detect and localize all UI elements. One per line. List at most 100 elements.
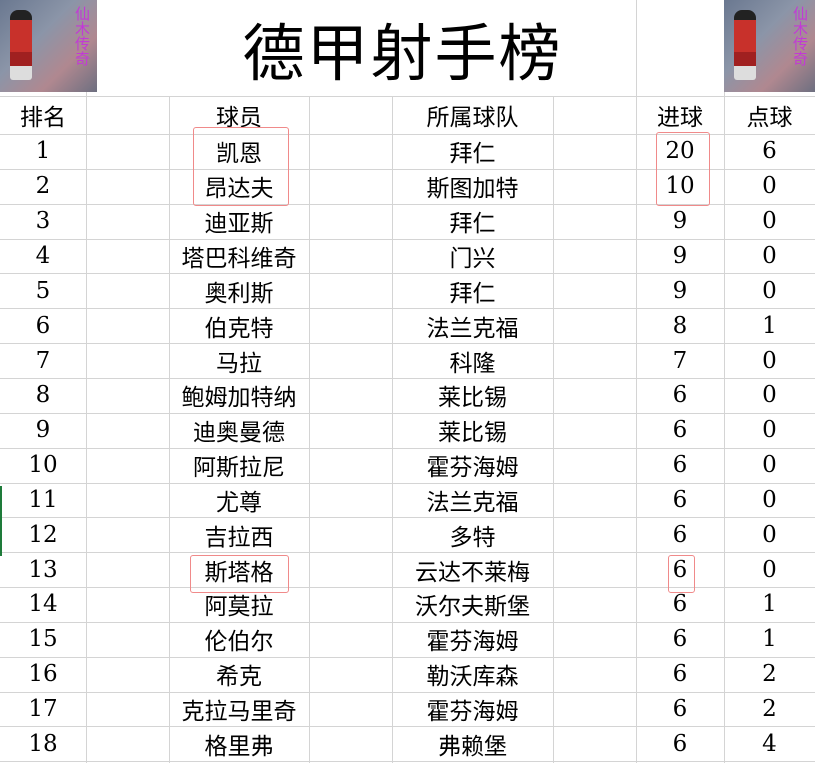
header-team[interactable]: 所属球队 [426, 105, 519, 131]
cell-team[interactable]: 科隆 [449, 350, 496, 377]
cell-penalties[interactable]: 0 [762, 556, 777, 583]
cell-rank[interactable]: 7 [35, 347, 51, 374]
cell-team[interactable]: 霍芬海姆 [426, 699, 519, 726]
table-row: 12 吉拉西 多特 6 0 [0, 517, 815, 552]
cell-penalties[interactable]: 1 [762, 591, 777, 618]
cell-penalties[interactable]: 6 [762, 138, 777, 165]
header-goals[interactable]: 进球 [657, 105, 703, 131]
cell-player[interactable]: 马拉 [216, 350, 262, 377]
cell-player[interactable]: 斯塔格 [204, 559, 274, 586]
cell-penalties[interactable]: 0 [762, 173, 777, 200]
table-row: 6 伯克特 法兰克福 8 1 [0, 308, 815, 343]
cell-player[interactable]: 伦伯尔 [204, 629, 274, 656]
cell-player[interactable]: 昂达夫 [204, 176, 274, 203]
cell-rank[interactable]: 11 [28, 486, 58, 513]
cell-rank[interactable]: 9 [35, 417, 51, 444]
cell-penalties[interactable]: 0 [762, 486, 777, 513]
cell-goals[interactable]: 7 [672, 347, 688, 374]
cell-goals[interactable]: 6 [672, 661, 688, 688]
cell-penalties[interactable]: 0 [762, 417, 777, 444]
cell-penalties[interactable]: 0 [762, 208, 777, 235]
cell-goals[interactable]: 6 [672, 382, 688, 409]
cell-goals[interactable]: 8 [672, 312, 688, 339]
cell-team[interactable]: 霍芬海姆 [426, 455, 519, 482]
cell-goals[interactable]: 10 [665, 173, 695, 200]
cell-team[interactable]: 莱比锡 [438, 420, 507, 447]
cell-rank[interactable]: 17 [28, 696, 58, 723]
cell-goals[interactable]: 9 [672, 277, 688, 304]
cell-rank[interactable]: 4 [35, 242, 51, 269]
cell-penalties[interactable]: 0 [762, 347, 777, 374]
cell-goals[interactable]: 6 [672, 452, 688, 479]
cell-rank[interactable]: 8 [35, 382, 51, 409]
cell-penalties[interactable]: 0 [762, 242, 777, 269]
cell-goals[interactable]: 6 [672, 730, 688, 757]
cell-rank[interactable]: 1 [35, 138, 51, 165]
cell-goals[interactable]: 6 [672, 521, 688, 548]
header-penalties[interactable]: 点球 [746, 105, 793, 131]
cell-rank[interactable]: 12 [28, 521, 58, 548]
cell-goals[interactable]: 9 [672, 208, 688, 235]
cell-team[interactable]: 斯图加特 [426, 176, 519, 203]
cell-rank[interactable]: 14 [28, 591, 58, 618]
cell-penalties[interactable]: 2 [762, 661, 777, 688]
cell-team[interactable]: 门兴 [449, 245, 496, 272]
cell-team[interactable]: 云达不莱梅 [415, 559, 530, 586]
cell-rank[interactable]: 13 [28, 556, 58, 583]
cell-team[interactable]: 沃尔夫斯堡 [415, 594, 530, 621]
cell-team[interactable]: 莱比锡 [438, 385, 507, 412]
cell-rank[interactable]: 18 [28, 730, 58, 757]
cell-player[interactable]: 吉拉西 [204, 524, 274, 551]
cell-goals[interactable]: 6 [672, 626, 688, 653]
cell-goals[interactable]: 20 [665, 138, 695, 165]
cell-player[interactable]: 鲍姆加特纳 [181, 385, 297, 412]
cell-team[interactable]: 勒沃库森 [426, 664, 519, 691]
cell-goals[interactable]: 6 [672, 556, 688, 583]
table-row: 13 斯塔格 云达不莱梅 6 0 [0, 552, 815, 587]
cell-rank[interactable]: 10 [28, 452, 58, 479]
cell-team[interactable]: 法兰克福 [426, 315, 519, 342]
cell-player[interactable]: 迪亚斯 [204, 211, 274, 238]
cell-player[interactable]: 迪奥曼德 [193, 420, 285, 447]
header-player[interactable]: 球员 [216, 105, 262, 131]
cell-player[interactable]: 奥利斯 [204, 280, 274, 307]
cell-rank[interactable]: 16 [28, 661, 58, 688]
cell-player[interactable]: 塔巴科维奇 [181, 245, 297, 272]
cell-team[interactable]: 拜仁 [449, 280, 496, 307]
cell-penalties[interactable]: 0 [762, 521, 777, 548]
cell-player[interactable]: 尤尊 [216, 489, 262, 516]
cell-goals[interactable]: 9 [672, 242, 688, 269]
cell-goals[interactable]: 6 [672, 417, 688, 444]
cell-penalties[interactable]: 2 [762, 696, 777, 723]
cell-team[interactable]: 弗赖堡 [438, 733, 507, 760]
cell-team[interactable]: 拜仁 [449, 141, 496, 168]
cell-rank[interactable]: 2 [35, 173, 51, 200]
cell-penalties[interactable]: 0 [762, 452, 777, 479]
cell-rank[interactable]: 5 [35, 277, 51, 304]
cell-player[interactable]: 克拉马里奇 [181, 699, 297, 726]
cell-player[interactable]: 伯克特 [204, 315, 274, 342]
cell-player[interactable]: 阿莫拉 [204, 594, 274, 621]
cell-player[interactable]: 凯恩 [216, 141, 262, 168]
cell-team[interactable]: 多特 [449, 524, 496, 551]
cell-team[interactable]: 拜仁 [449, 211, 496, 238]
cell-goals[interactable]: 6 [672, 591, 688, 618]
cell-player[interactable]: 格里弗 [204, 733, 274, 760]
gridline [0, 413, 815, 414]
cell-goals[interactable]: 6 [672, 696, 688, 723]
cell-team[interactable]: 霍芬海姆 [426, 629, 519, 656]
cell-penalties[interactable]: 0 [762, 382, 777, 409]
cell-penalties[interactable]: 0 [762, 277, 777, 304]
cell-penalties[interactable]: 1 [762, 312, 777, 339]
cell-penalties[interactable]: 1 [762, 626, 777, 653]
cell-player[interactable]: 希克 [216, 664, 262, 691]
cell-rank[interactable]: 6 [35, 312, 51, 339]
cell-goals[interactable]: 6 [672, 486, 688, 513]
cell-rank[interactable]: 3 [35, 208, 51, 235]
cell-penalties[interactable]: 4 [762, 730, 777, 757]
gridline [0, 552, 815, 553]
cell-rank[interactable]: 15 [28, 626, 58, 653]
header-rank[interactable]: 排名 [20, 105, 66, 131]
cell-team[interactable]: 法兰克福 [426, 489, 519, 516]
cell-player[interactable]: 阿斯拉尼 [193, 455, 285, 482]
